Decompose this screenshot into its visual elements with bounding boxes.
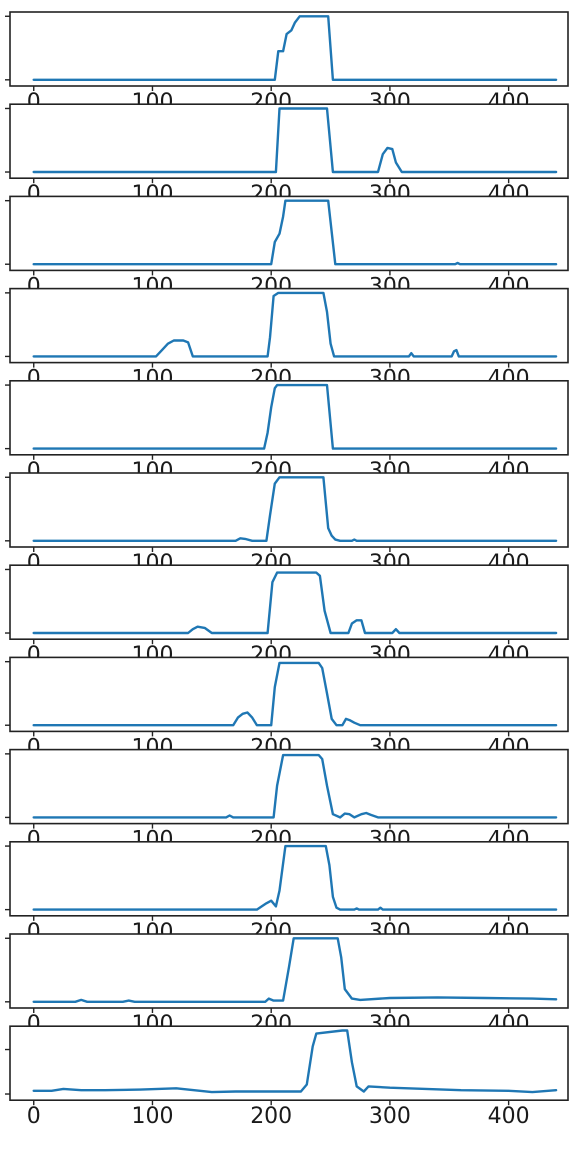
subplot-8: 0 100 200 300 400 <box>5 656 569 760</box>
axes-frame <box>9 840 569 917</box>
subplot-3: 0 100 200 300 400 <box>5 195 569 299</box>
x-tick-label: 400 <box>488 1104 530 1129</box>
series-line <box>32 661 558 727</box>
series-line <box>32 937 558 1003</box>
series-line <box>32 383 558 450</box>
axes-frame <box>9 195 569 272</box>
series-line <box>32 291 558 358</box>
x-tick-label: 0 <box>27 1104 41 1129</box>
subplot-12: 0 100 200 300 400 <box>5 1025 569 1129</box>
series-line <box>32 571 558 635</box>
series-line <box>32 844 558 911</box>
subplot-5: 0 100 200 300 400 <box>5 379 569 484</box>
subplot-4: 0 100 200 300 400 <box>5 287 569 392</box>
subplot-10: 0 100 200 300 400 <box>5 840 569 945</box>
x-tick-label: 300 <box>369 1104 411 1129</box>
series-line <box>32 107 558 174</box>
axes-frame <box>9 103 569 179</box>
axes-frame <box>9 1025 569 1101</box>
series-line <box>32 476 558 542</box>
subplot-11: 0 100 200 300 400 <box>5 933 569 1037</box>
axes-frame <box>9 379 569 456</box>
series-line <box>32 199 558 266</box>
series-line <box>32 753 558 819</box>
axes-frame <box>9 748 569 825</box>
axes-frame <box>9 287 569 364</box>
subplot-7: 0 100 200 300 400 <box>5 564 569 668</box>
x-tick-label: 100 <box>131 1104 173 1129</box>
axes-frame <box>9 472 569 548</box>
subplot-9: 0 100 200 300 400 <box>5 748 569 853</box>
subplot-1: 0 100 200 300 400 <box>5 11 569 115</box>
subplot-2: 0 100 200 300 400 <box>5 103 569 207</box>
series-line <box>32 15 558 81</box>
axes-frame <box>9 11 569 87</box>
subplot-6: 0 100 200 300 400 <box>5 472 569 576</box>
axes-frame <box>9 564 569 641</box>
axes-frame <box>9 656 569 733</box>
x-tick-label: 200 <box>250 1104 292 1129</box>
series-line <box>32 1029 558 1094</box>
